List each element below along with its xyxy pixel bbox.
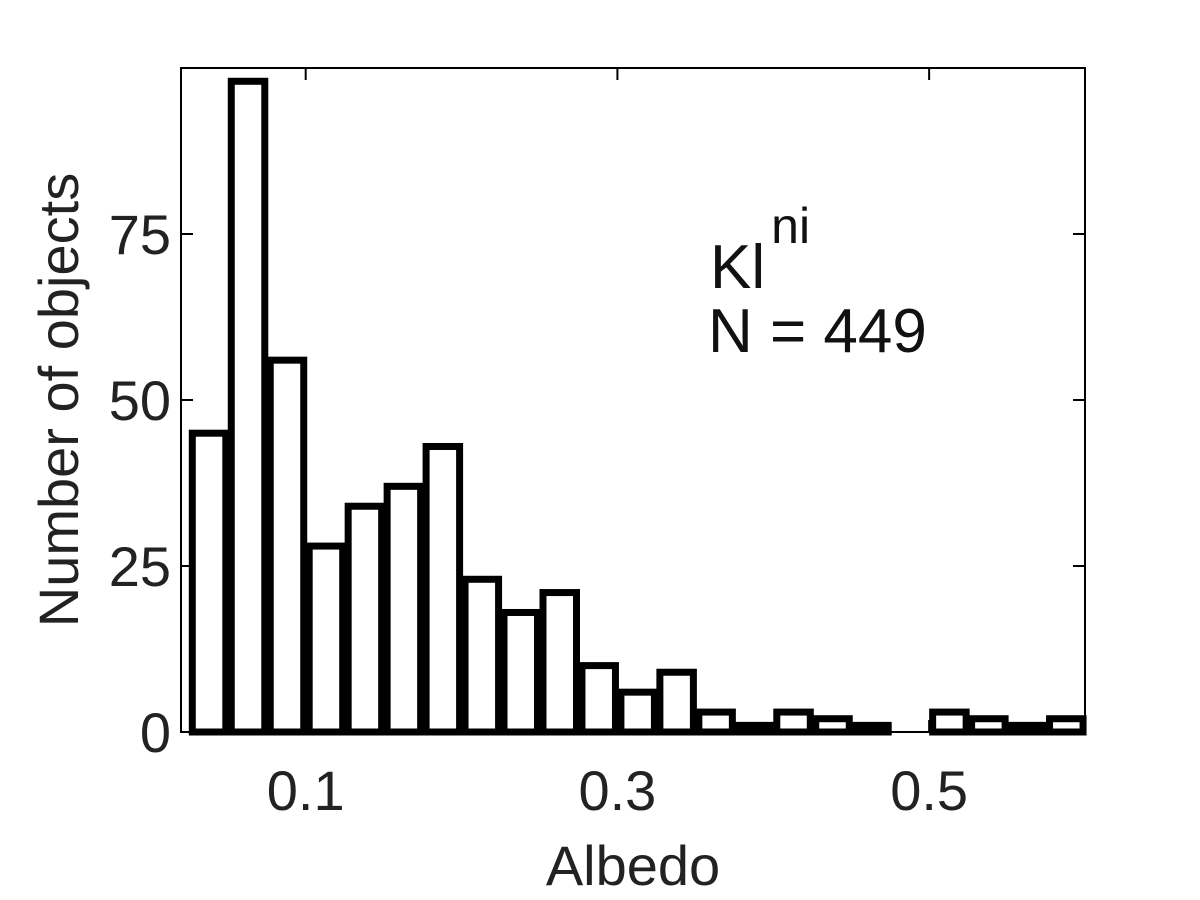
annotation-main: Kl [710, 233, 765, 302]
x-axis-title: Albedo [546, 834, 720, 897]
histogram-bar [500, 608, 542, 736]
y-tick-label: 50 [109, 369, 171, 432]
histogram-bar [461, 575, 503, 736]
histogram-bar [773, 708, 814, 736]
annotation-superscript: ni [771, 198, 810, 254]
x-tick-label: 0.5 [890, 759, 968, 822]
histogram-bar [617, 688, 658, 736]
histogram-bar [812, 715, 853, 736]
histogram-bar [227, 77, 269, 736]
histogram-bar [734, 721, 775, 736]
histogram-bar [539, 589, 581, 736]
bars-group [188, 77, 1087, 736]
annotation-label: Klni [710, 198, 810, 302]
histogram-bar [344, 502, 386, 736]
x-tick-label: 0.3 [578, 759, 656, 822]
histogram-bar [578, 662, 619, 736]
histogram-bar [266, 356, 308, 736]
y-axis-title: Number of objects [27, 173, 90, 627]
y-tick-label: 25 [109, 535, 171, 598]
histogram-bar [851, 721, 892, 736]
histogram-bar [695, 708, 736, 736]
histogram-bar [1007, 721, 1048, 736]
histogram-bar [1046, 715, 1087, 736]
x-ticks-group: 0.1 0.3 0.5 [267, 68, 968, 822]
annotation-count: N = 449 [708, 297, 927, 366]
histogram-bar [968, 715, 1009, 736]
histogram-bar [383, 482, 425, 736]
histogram-bar [422, 442, 464, 736]
y-tick-label: 75 [109, 203, 171, 266]
histogram-bar [929, 708, 970, 736]
y-ticks-group: 0 25 50 75 [109, 203, 1085, 764]
y-tick-label: 0 [140, 701, 171, 764]
histogram-bar [656, 668, 697, 736]
histogram-bar [305, 542, 347, 736]
histogram-bar [188, 429, 230, 736]
x-tick-label: 0.1 [267, 759, 345, 822]
